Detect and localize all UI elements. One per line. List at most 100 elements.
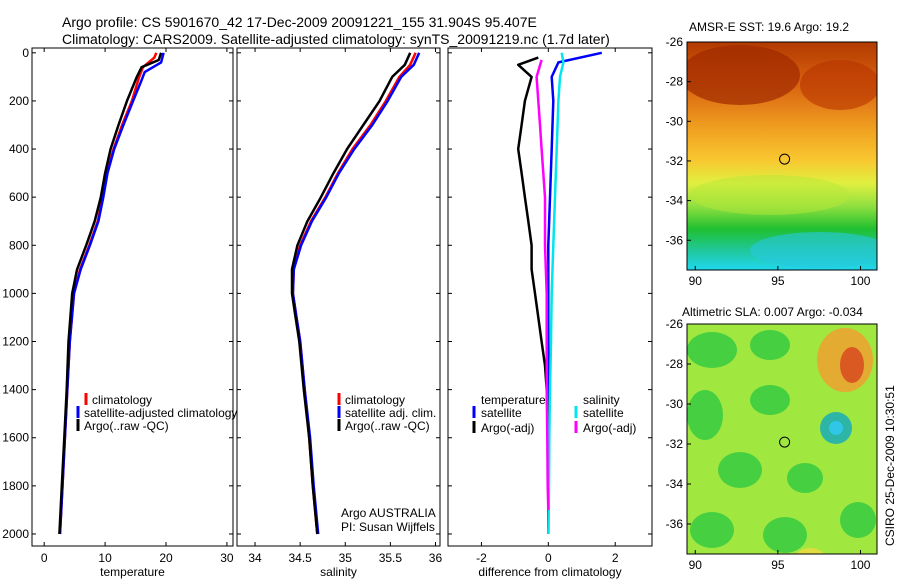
difference-x-axis-label: difference from climatology xyxy=(478,565,621,579)
legend-label-satellite: satellite-adjusted climatology xyxy=(84,406,237,420)
figure-title-line2: Climatology: CARS2009. Satellite-adjuste… xyxy=(62,31,610,47)
temperature-series-argo-raw-qc- xyxy=(58,52,163,535)
credit-agency: Argo AUSTRALIA xyxy=(341,506,436,520)
sla-anomaly xyxy=(687,332,737,368)
sst-map-axes: 90 95 100 -26 -28 -30 -32 -34 -36 xyxy=(666,35,871,288)
map-y-tick-label: -26 xyxy=(666,317,684,331)
map-y-tick-label: -30 xyxy=(666,114,684,128)
difference-series-salinity-argo-adj- xyxy=(535,59,550,510)
legend-label-temp-satellite: satellite xyxy=(481,406,522,420)
temperature-axes-frame xyxy=(31,47,234,547)
sla-anomaly xyxy=(687,390,723,440)
map-y-tick-label: -32 xyxy=(666,154,684,168)
y-tick-label: 600 xyxy=(9,190,29,204)
map-x-tick-label: 95 xyxy=(771,274,785,288)
sla-anomaly xyxy=(796,548,824,554)
temperature-panel: 0 200 400 600 800 1000 1200 1400 1600 1800 2000 0 10… xyxy=(2,46,234,579)
sst-map-title: AMSR-E SST: 19.6 Argo: 19.2 xyxy=(689,20,849,34)
legend-label-argo: Argo(..raw -QC) xyxy=(345,419,430,433)
map-y-tick-label: -34 xyxy=(666,194,684,208)
map-y-tick-label: -28 xyxy=(666,75,684,89)
legend-label-temp-argo: Argo(-adj) xyxy=(481,421,534,435)
legend-label-climatology: climatology xyxy=(345,393,405,407)
legend-title-temperature: temperature xyxy=(481,393,546,407)
credit-pi: PI: Susan Wijffels xyxy=(341,520,435,534)
legend-label-climatology: climatology xyxy=(92,393,152,407)
temperature-series-satellite xyxy=(58,52,165,535)
difference-series-salinity-satellite xyxy=(547,52,565,535)
y-tick-label: 400 xyxy=(9,142,29,156)
x-tick-label: 35.5 xyxy=(379,551,403,565)
map-y-tick-label: -30 xyxy=(666,397,684,411)
credit-stamp: CSIRO 25-Dec-2009 10:30:51 xyxy=(883,385,897,546)
x-tick-label: 35 xyxy=(339,551,353,565)
sst-warm-blob xyxy=(687,45,800,105)
map-x-tick-label: 90 xyxy=(689,274,703,288)
x-tick-label: 10 xyxy=(98,551,112,565)
x-tick-label: 20 xyxy=(159,551,173,565)
legend-label-argo: Argo(..raw -QC) xyxy=(84,419,169,433)
y-tick-label: 1000 xyxy=(2,286,29,300)
salinity-legend: climatology satellite adj. clim. Argo(..… xyxy=(337,393,436,433)
x-tick-label: 0 xyxy=(545,551,552,565)
sla-anomaly xyxy=(718,452,762,488)
figure-title-line1: Argo profile: CS 5901670_42 17-Dec-2009 … xyxy=(62,14,537,30)
x-tick-label: 34 xyxy=(248,551,262,565)
difference-series-temperature-argo-adj- xyxy=(516,56,550,534)
sla-anomaly xyxy=(840,502,876,538)
salinity-series-argo-raw-qc- xyxy=(290,52,412,535)
map-y-tick-label: -34 xyxy=(666,477,684,491)
sst-cool-blob xyxy=(690,175,850,215)
sla-anomaly xyxy=(763,517,807,553)
legend-label-sal-satellite: satellite xyxy=(583,406,624,420)
sst-cool-blob xyxy=(750,232,877,268)
y-tick-label: 0 xyxy=(22,46,29,60)
y-tick-label: 1400 xyxy=(2,383,29,397)
map-y-tick-label: -36 xyxy=(666,517,684,531)
legend-label-sal-argo: Argo(-adj) xyxy=(583,421,636,435)
sst-map-panel: AMSR-E SST: 19.6 Argo: 19.2 90 95 100 -26 -2… xyxy=(666,20,878,288)
y-tick-label: 1200 xyxy=(2,335,29,349)
x-tick-label: -2 xyxy=(476,551,487,565)
sla-map-title: Altimetric SLA: 0.007 Argo: -0.034 xyxy=(682,305,863,319)
sla-anomaly xyxy=(750,385,790,415)
sla-map-axes: 90 95 100 -26 -28 -30 -32 -34 -36 xyxy=(666,317,871,572)
map-x-tick-label: 100 xyxy=(850,558,870,572)
sla-map-frame xyxy=(686,323,878,555)
map-y-tick-label: -28 xyxy=(666,357,684,371)
sla-anomaly xyxy=(690,512,734,548)
difference-legend: temperature satellite Argo(-adj) salinit… xyxy=(472,393,636,435)
x-tick-label: 2 xyxy=(612,551,619,565)
y-tick-label: 1800 xyxy=(2,479,29,493)
temperature-legend: climatology satellite-adjusted climatolo… xyxy=(76,393,237,433)
sla-anomaly xyxy=(840,347,864,383)
sla-anomaly xyxy=(750,330,790,360)
x-tick-label: 36 xyxy=(429,551,443,565)
map-y-tick-label: -32 xyxy=(666,437,684,451)
temperature-x-axis-label: temperature xyxy=(100,565,165,579)
x-tick-label: 34.5 xyxy=(288,551,312,565)
map-x-tick-label: 90 xyxy=(689,558,703,572)
y-tick-label: 1600 xyxy=(2,431,29,445)
map-y-tick-label: -26 xyxy=(666,35,684,49)
y-tick-label: 200 xyxy=(9,94,29,108)
sla-anomaly xyxy=(829,421,843,435)
sla-anomaly xyxy=(787,463,823,493)
salinity-panel: 34 34.5 35 35.5 36 salinity xyxy=(236,47,443,579)
legend-label-satellite: satellite adj. clim. xyxy=(345,406,436,420)
map-x-tick-label: 100 xyxy=(850,274,870,288)
difference-axes-frame xyxy=(447,47,653,547)
x-tick-label: 0 xyxy=(41,551,48,565)
sst-warm-blob xyxy=(800,60,877,110)
legend-title-salinity: salinity xyxy=(583,393,620,407)
salinity-x-axis-label: salinity xyxy=(320,565,357,579)
map-x-tick-label: 95 xyxy=(771,558,785,572)
y-tick-label: 2000 xyxy=(2,527,29,541)
x-tick-label: 30 xyxy=(220,551,234,565)
map-y-tick-label: -36 xyxy=(666,233,684,247)
argo-float-marker xyxy=(779,153,791,165)
y-tick-label: 800 xyxy=(9,238,29,252)
argo-float-marker xyxy=(779,436,791,448)
